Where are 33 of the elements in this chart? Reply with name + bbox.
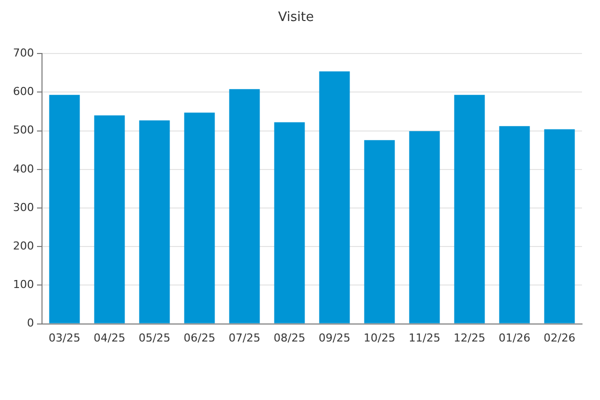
y-tick-label: 500 xyxy=(12,124,34,137)
bar xyxy=(364,140,395,324)
x-tick-label: 12/25 xyxy=(454,331,486,344)
x-tick-label: 05/25 xyxy=(138,331,170,344)
y-tick-label: 400 xyxy=(12,162,34,176)
y-tick-label: 0 xyxy=(26,316,34,330)
x-tick-label: 01/26 xyxy=(498,331,530,344)
x-tick-label: 06/25 xyxy=(184,331,216,344)
x-tick-label: 09/25 xyxy=(318,331,350,344)
x-tick-label: 04/25 xyxy=(94,331,126,344)
bar xyxy=(274,122,305,324)
bar xyxy=(499,126,530,324)
y-tick-label: 100 xyxy=(12,278,34,292)
bar xyxy=(229,89,260,324)
bar xyxy=(49,94,80,324)
chart-title: Visite xyxy=(278,10,314,26)
x-tick-label: 02/26 xyxy=(544,331,576,344)
bar xyxy=(94,115,125,324)
y-tick-label: 300 xyxy=(12,200,34,214)
bar xyxy=(319,71,350,324)
bar xyxy=(139,120,170,324)
bar xyxy=(409,131,440,324)
x-tick-label: 10/25 xyxy=(364,331,396,344)
bar xyxy=(454,94,485,324)
x-tick-label: 11/25 xyxy=(408,331,440,344)
y-tick-label: 700 xyxy=(12,46,34,60)
y-tick-label: 600 xyxy=(12,85,34,98)
x-tick-label: 07/25 xyxy=(228,331,260,344)
x-tick-label: 03/25 xyxy=(48,331,80,344)
x-tick-label: 08/25 xyxy=(274,331,306,344)
y-tick-label: 200 xyxy=(12,239,34,252)
bar xyxy=(544,129,575,324)
bar xyxy=(184,112,215,324)
